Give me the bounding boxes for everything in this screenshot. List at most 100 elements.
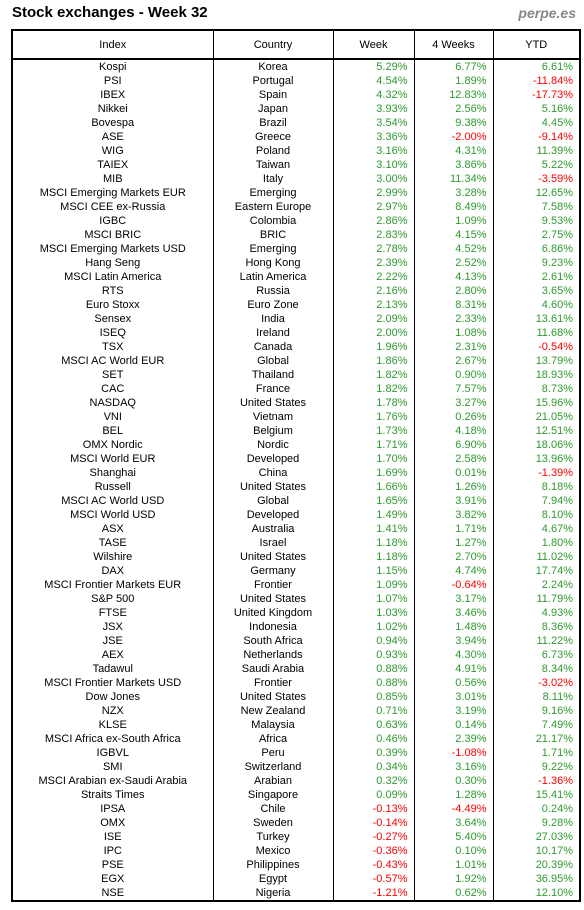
value-cell: 3.65% <box>492 284 581 298</box>
text-cell: Kospi <box>11 59 214 74</box>
table-row: WIG Poland 3.16% 4.31% 11.39% <box>11 144 581 158</box>
value-cell: 4.15% <box>413 228 494 242</box>
text-cell: JSX <box>11 620 214 634</box>
value-cell: 1.41% <box>332 522 415 536</box>
table-row: CAC France 1.82% 7.57% 8.73% <box>11 382 581 396</box>
table-row: NASDAQ United States 1.78% 3.27% 15.96% <box>11 396 581 410</box>
value-cell: 20.39% <box>492 858 581 872</box>
table-row: AEX Netherlands 0.93% 4.30% 6.73% <box>11 648 581 662</box>
text-cell: Hong Kong <box>212 256 334 270</box>
text-cell: PSE <box>11 858 214 872</box>
table-row: JSX Indonesia 1.02% 1.48% 8.36% <box>11 620 581 634</box>
value-cell: 0.10% <box>413 844 494 858</box>
text-cell: Netherlands <box>212 648 334 662</box>
table-row: Euro Stoxx Euro Zone 2.13% 8.31% 4.60% <box>11 298 581 312</box>
value-cell: 1.49% <box>332 508 415 522</box>
text-cell: ASE <box>11 130 214 144</box>
text-cell: Developed <box>212 508 334 522</box>
value-cell: 6.73% <box>492 648 581 662</box>
value-cell: 3.82% <box>413 508 494 522</box>
value-cell: 4.60% <box>492 298 581 312</box>
value-cell: 1.03% <box>332 606 415 620</box>
table-row: EGX Egypt -0.57% 1.92% 36.95% <box>11 872 581 886</box>
table-row: Tadawul Saudi Arabia 0.88% 4.91% 8.34% <box>11 662 581 676</box>
value-cell: 4.30% <box>413 648 494 662</box>
value-cell: 3.01% <box>413 690 494 704</box>
table-row: NSE Nigeria -1.21% 0.62% 12.10% <box>11 886 581 901</box>
text-cell: United States <box>212 592 334 606</box>
table-row: MSCI Latin America Latin America 2.22% 4.13… <box>11 270 581 284</box>
value-cell: 2.75% <box>492 228 581 242</box>
text-cell: WIG <box>11 144 214 158</box>
value-cell: 8.11% <box>492 690 581 704</box>
value-cell: 9.38% <box>413 116 494 130</box>
text-cell: Latin America <box>212 270 334 284</box>
table-row: MSCI Frontier Markets USD Frontier 0.88% 0.… <box>11 676 581 690</box>
value-cell: 9.22% <box>492 760 581 774</box>
value-cell: 3.17% <box>413 592 494 606</box>
text-cell: MSCI CEE ex-Russia <box>11 200 214 214</box>
text-cell: MIB <box>11 172 214 186</box>
value-cell: 4.93% <box>492 606 581 620</box>
column-header: YTD <box>492 29 581 60</box>
value-cell: 12.65% <box>492 186 581 200</box>
table-row: OMX Nordic Nordic 1.71% 6.90% 18.06% <box>11 438 581 452</box>
text-cell: DAX <box>11 564 214 578</box>
value-cell: 4.67% <box>492 522 581 536</box>
value-cell: 1.69% <box>332 466 415 480</box>
value-cell: 0.56% <box>413 676 494 690</box>
value-cell: 1.07% <box>332 592 415 606</box>
value-cell: 1.96% <box>332 340 415 354</box>
value-cell: 2.99% <box>332 186 415 200</box>
value-cell: 27.03% <box>492 830 581 844</box>
text-cell: S&P 500 <box>11 592 214 606</box>
table: Index Country Week 4 Weeks YTD Kospi Korea 5.2… <box>11 29 581 902</box>
value-cell: -0.27% <box>332 830 415 844</box>
column-header: Week <box>332 29 415 60</box>
value-cell: 3.27% <box>413 396 494 410</box>
value-cell: 2.16% <box>332 284 415 298</box>
value-cell: 1.09% <box>332 578 415 592</box>
text-cell: Singapore <box>212 788 334 802</box>
value-cell: 2.70% <box>413 550 494 564</box>
value-cell: 3.00% <box>332 172 415 186</box>
value-cell: -3.59% <box>492 172 581 186</box>
value-cell: 0.90% <box>413 368 494 382</box>
table-row: PSI Portugal 4.54% 1.89% -11.84% <box>11 74 581 88</box>
table-row: MSCI BRIC BRIC 2.83% 4.15% 2.75% <box>11 228 581 242</box>
value-cell: 0.01% <box>413 466 494 480</box>
table-row: Bovespa Brazil 3.54% 9.38% 4.45% <box>11 116 581 130</box>
text-cell: MSCI Emerging Markets EUR <box>11 186 214 200</box>
title: Stock exchanges - Week 32 <box>12 4 208 21</box>
value-cell: 1.26% <box>413 480 494 494</box>
value-cell: 17.74% <box>492 564 581 578</box>
value-cell: 3.19% <box>413 704 494 718</box>
text-cell: United States <box>212 550 334 564</box>
brand: perpe.es <box>518 5 576 21</box>
value-cell: -0.13% <box>332 802 415 816</box>
table-row: TASE Israel 1.18% 1.27% 1.80% <box>11 536 581 550</box>
text-cell: Russia <box>212 284 334 298</box>
text-cell: Germany <box>212 564 334 578</box>
value-cell: 9.16% <box>492 704 581 718</box>
text-cell: TSX <box>11 340 214 354</box>
table-row: MSCI World EUR Developed 1.70% 2.58% 13.96% <box>11 452 581 466</box>
text-cell: TASE <box>11 536 214 550</box>
table-row: Dow Jones United States 0.85% 3.01% 8.11% <box>11 690 581 704</box>
value-cell: 1.66% <box>332 480 415 494</box>
value-cell: 2.83% <box>332 228 415 242</box>
value-cell: 7.58% <box>492 200 581 214</box>
value-cell: 2.33% <box>413 312 494 326</box>
text-cell: IPSA <box>11 802 214 816</box>
value-cell: 1.18% <box>332 550 415 564</box>
text-cell: Global <box>212 494 334 508</box>
table-row: MSCI Emerging Markets USD Emerging 2.78% 4.… <box>11 242 581 256</box>
value-cell: 18.93% <box>492 368 581 382</box>
value-cell: -1.39% <box>492 466 581 480</box>
value-cell: 13.61% <box>492 312 581 326</box>
table-row: ASE Greece 3.36% -2.00% -9.14% <box>11 130 581 144</box>
table-row: MSCI Africa ex-South Africa Africa 0.46% 2.… <box>11 732 581 746</box>
text-cell: Euro Stoxx <box>11 298 214 312</box>
text-cell: Brazil <box>212 116 334 130</box>
text-cell: Mexico <box>212 844 334 858</box>
